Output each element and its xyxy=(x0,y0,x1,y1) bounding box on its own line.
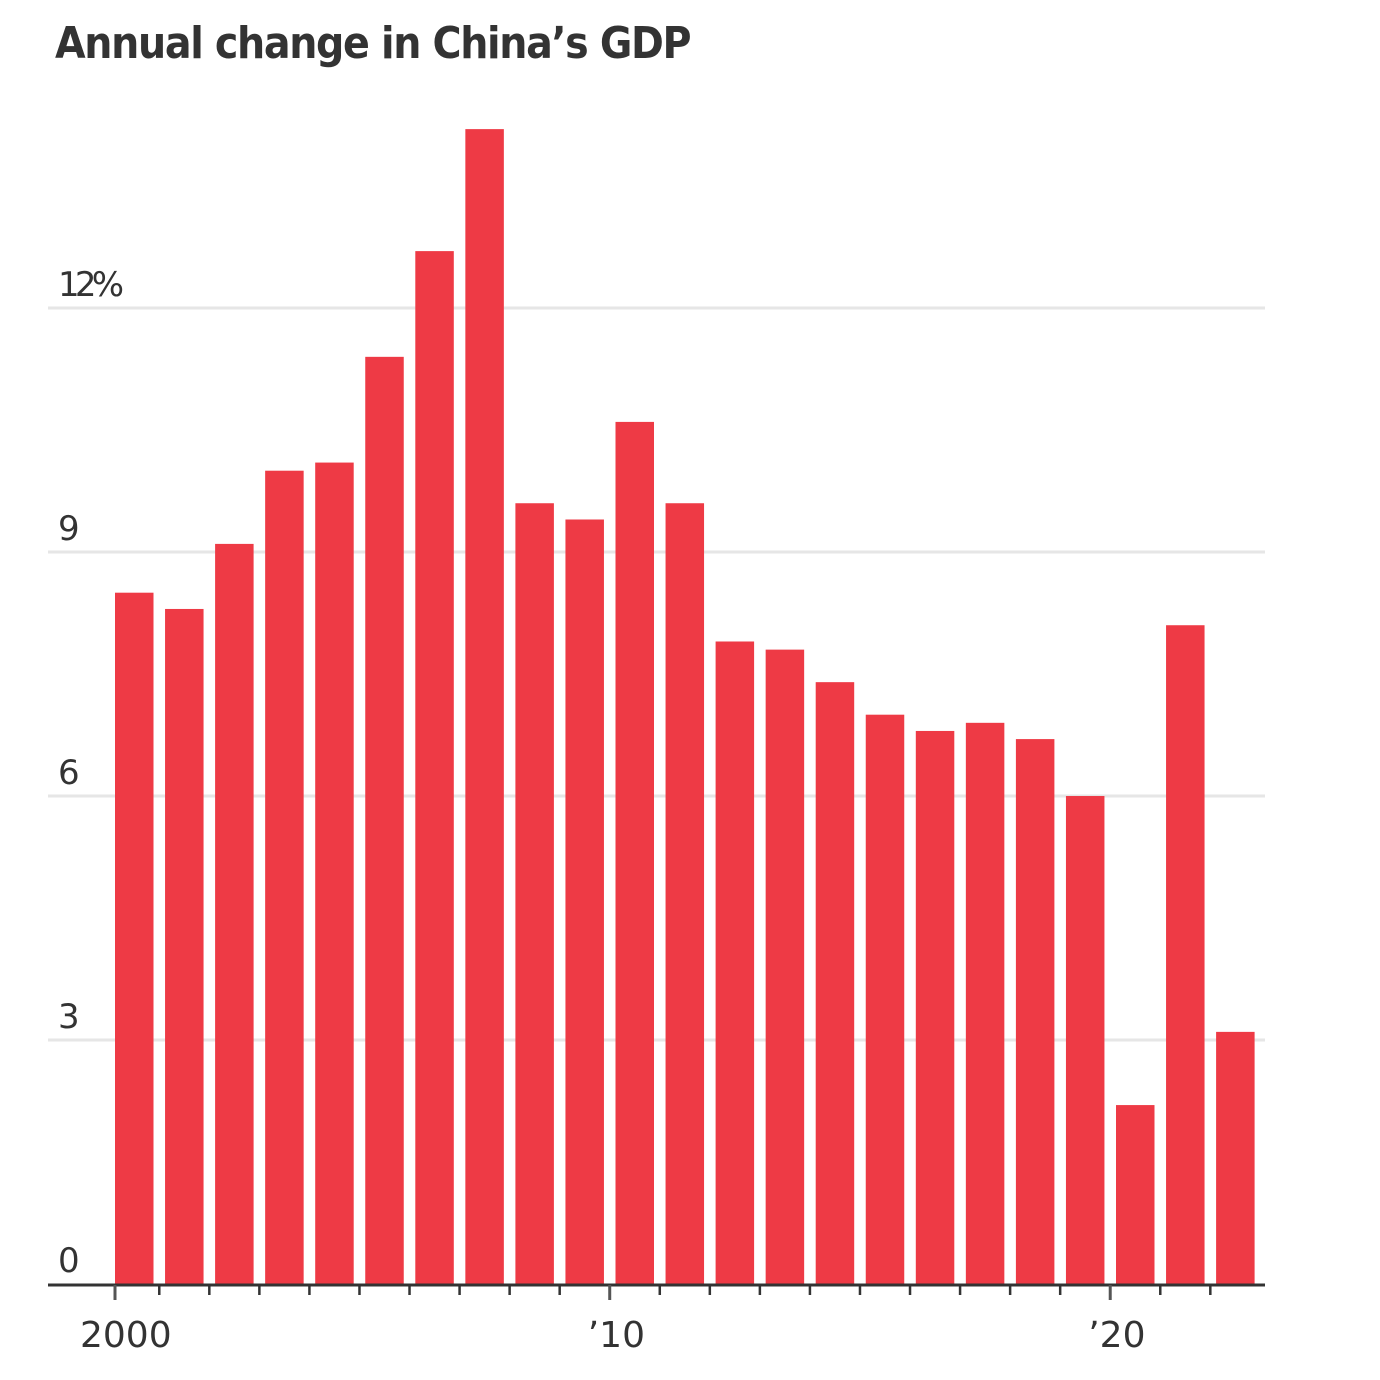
bar-2014 xyxy=(815,682,855,1284)
x-tick-label: ’20 xyxy=(1088,1315,1145,1356)
bar-2010 xyxy=(615,421,654,1285)
bar-2007 xyxy=(465,129,504,1284)
bar-2002 xyxy=(215,543,254,1284)
bar-2000 xyxy=(115,592,154,1284)
bar-2003 xyxy=(265,470,304,1284)
bar-2021 xyxy=(1166,625,1205,1284)
y-tick-label: 3 xyxy=(58,997,80,1037)
x-axis-tick-labels: 2000 ’10 ’20 xyxy=(80,1315,1145,1356)
bar-2015 xyxy=(865,714,905,1284)
chart-title: Annual change in China’s GDP xyxy=(55,18,692,69)
bar-2012 xyxy=(715,641,755,1284)
bar-2022 xyxy=(1216,1031,1255,1284)
bar-2020 xyxy=(1116,1105,1155,1284)
bars xyxy=(115,129,1255,1285)
x-tick-label: 2000 xyxy=(80,1315,172,1356)
bar-2004 xyxy=(315,462,354,1284)
bar-2017 xyxy=(965,722,1005,1284)
bar-2001 xyxy=(165,608,204,1284)
y-tick-label: 12% xyxy=(58,265,124,305)
bar-2018 xyxy=(1015,739,1055,1284)
bar-2013 xyxy=(765,649,805,1284)
bar-2011 xyxy=(665,503,705,1284)
x-axis xyxy=(48,1283,1265,1300)
bar-2019 xyxy=(1065,796,1105,1284)
y-tick-label: 0 xyxy=(58,1241,80,1281)
x-tick-label: ’10 xyxy=(588,1315,645,1356)
bar-2016 xyxy=(915,730,955,1284)
y-tick-label: 6 xyxy=(58,753,80,793)
bar-2005 xyxy=(365,356,404,1284)
y-tick-label: 9 xyxy=(58,509,80,549)
bar-2008 xyxy=(515,503,554,1284)
bar-2006 xyxy=(415,251,454,1284)
bar-2009 xyxy=(565,519,604,1284)
y-axis-tick-labels: 0 3 6 9 12% xyxy=(58,265,124,1281)
